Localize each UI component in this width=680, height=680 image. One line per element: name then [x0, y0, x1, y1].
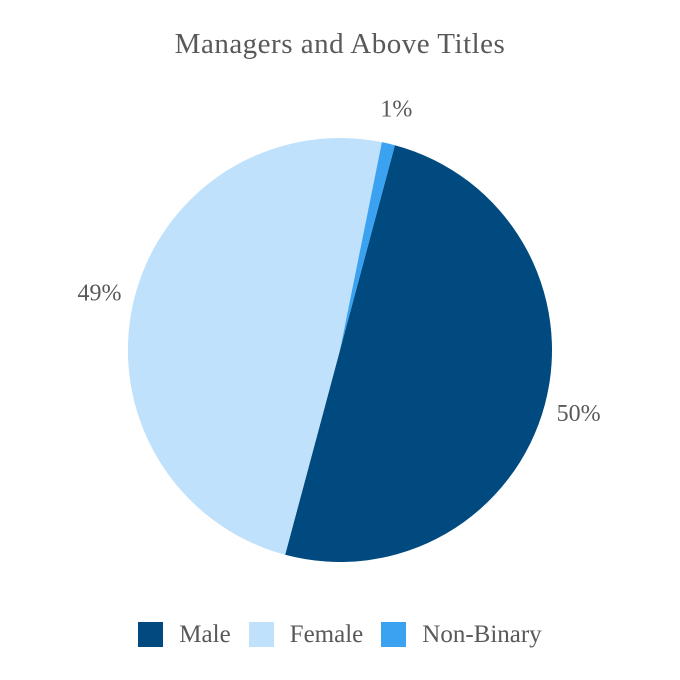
- legend-item-non-binary: Non-Binary: [381, 621, 542, 648]
- data-label-female: 49%: [78, 281, 122, 307]
- data-label-male: 50%: [557, 401, 601, 427]
- legend-swatch-female: [248, 622, 274, 647]
- data-label-non-binary: 1%: [380, 97, 412, 123]
- pie-slice-male: [285, 145, 553, 563]
- legend-label-male: Male: [179, 621, 231, 648]
- legend-label-female: Female: [289, 621, 364, 648]
- legend-item-male: Male: [138, 621, 231, 648]
- pie-slice-non-binary: [340, 142, 395, 350]
- chart-legend: Male Female Non-Binary: [0, 622, 680, 647]
- pie-slice-female: [127, 137, 382, 555]
- chart-title: Managers and Above Titles: [174, 28, 506, 60]
- legend-label-non-binary: Non-Binary: [422, 621, 542, 648]
- legend-swatch-male: [138, 622, 164, 647]
- legend-swatch-non-binary: [381, 622, 407, 647]
- legend-item-female: Female: [248, 621, 364, 648]
